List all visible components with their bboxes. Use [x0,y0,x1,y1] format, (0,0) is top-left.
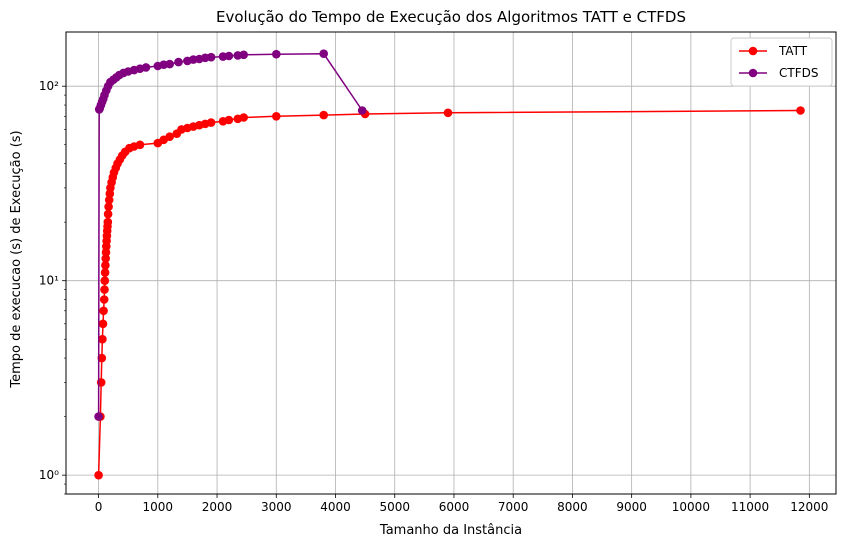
series-layer [94,49,805,480]
y-axis-label: Tempo de execucao (s) de Execução (s) [9,130,24,388]
data-point [357,106,367,115]
data-point [100,285,109,294]
legend-label: CTFDS [779,66,818,80]
data-point [100,276,110,286]
series-tatt [94,106,805,480]
x-tick-label: 11000 [731,500,769,514]
x-tick-label: 2000 [202,500,233,514]
x-tick-label: 6000 [439,500,470,514]
y-tick-label: 10² [39,79,59,93]
data-point [165,59,174,69]
data-point [135,140,145,150]
data-point [98,334,107,344]
data-point [104,195,114,205]
x-tick-label: 1000 [143,500,174,514]
x-tick-label: 7000 [498,500,529,514]
legend: TATT CTFDS [730,37,833,87]
data-point [103,217,113,227]
y-tick-label: 10⁰ [39,468,59,482]
x-tick-label: 9000 [616,500,647,514]
x-tick-label: 5000 [379,500,410,514]
data-point [272,49,281,59]
ticks: 0 1000 2000 3000 4000 5000 6000 7000 8000 9000 100… [39,79,829,514]
legend-label: TATT [778,44,808,58]
data-point [224,51,234,61]
chart-title: Evolução do Tempo de Execução dos Algori… [216,8,686,26]
x-tick-label: 10000 [672,500,710,514]
data-point [443,108,453,118]
data-point [104,202,113,211]
data-point [98,319,108,329]
x-tick-label: 4000 [320,500,351,514]
data-point [239,113,248,122]
plot-frame [65,31,837,495]
data-point [239,50,248,60]
x-tick-label: 0 [95,500,103,514]
data-point [101,254,110,263]
data-point [272,112,281,121]
x-tick-label: 12000 [790,500,828,514]
data-point [97,353,107,363]
data-point [99,306,108,316]
grid [66,32,836,494]
legend-marker [748,46,758,56]
data-point [101,261,110,270]
x-tick-label: 3000 [261,500,292,514]
data-point [165,132,174,141]
data-point [100,268,110,277]
data-point [224,115,234,125]
y-tick-label: 10¹ [39,274,59,288]
series-ctfds [94,49,367,421]
data-point [99,295,109,304]
data-point [174,57,183,67]
data-point [796,106,805,115]
data-point [206,52,216,62]
data-point [94,470,103,480]
legend-marker [748,68,758,78]
x-tick-label: 8000 [557,500,588,514]
data-point [206,118,216,127]
data-point [319,110,329,120]
data-point [319,49,329,58]
x-axis-label: Tamanho da Instância [379,523,522,538]
data-point [103,209,113,219]
data-point [141,63,151,72]
data-point [94,412,103,421]
